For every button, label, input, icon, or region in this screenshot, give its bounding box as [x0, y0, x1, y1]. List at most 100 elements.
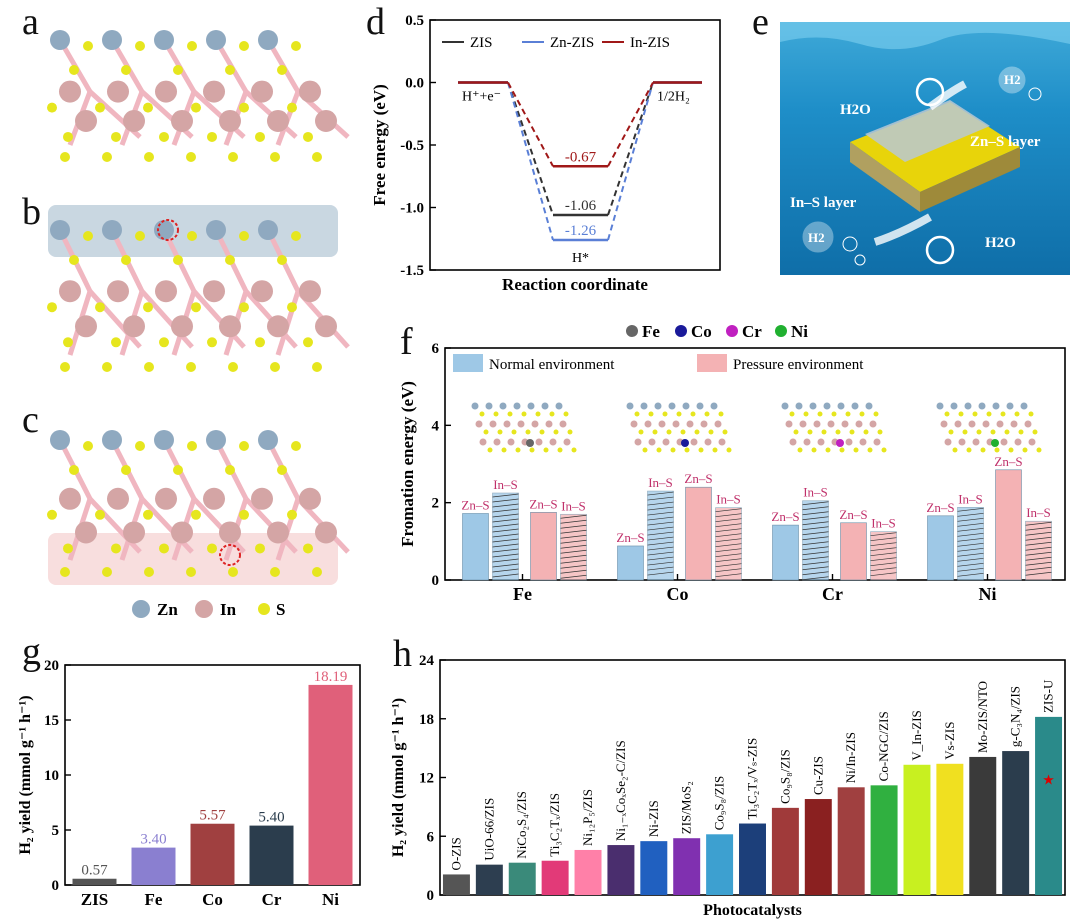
chart-f-hatch [492, 533, 519, 538]
s-atom [207, 543, 217, 554]
chart-f-hatch [715, 548, 742, 553]
in-atom [75, 521, 97, 544]
chart-f-bar [927, 515, 954, 581]
chart-f-bar [647, 490, 674, 581]
s-atom [186, 567, 196, 577]
chart-f-hatch [957, 572, 984, 577]
s-atom [111, 543, 121, 554]
chart-h-bar [442, 874, 470, 895]
h2-yield-dopants-chart: 0 5 10 15 20 H₂ yield (mmol g⁻¹ h⁻¹) 0.57 ZIS 3.… [17, 658, 361, 909]
chart-f-bar [530, 512, 557, 581]
co-atom-icon [675, 325, 687, 337]
chart-f-mini-atom [958, 438, 966, 446]
chart-f-mini-atom [859, 411, 865, 417]
s-atom [303, 543, 313, 554]
chart-f-mini-atom [976, 429, 982, 435]
chart-f-hatch [1025, 566, 1052, 571]
zn-atom [258, 430, 278, 450]
zn-atom [206, 30, 226, 50]
chart-f-mini-atom [479, 438, 487, 446]
s-atom [83, 441, 93, 451]
chart-f-hatch [560, 519, 587, 524]
chart-f-mini-atom [1008, 447, 1014, 453]
chart-f-bar-label: In–S [561, 498, 586, 513]
s-atom [187, 231, 197, 241]
chart-f-mini-atom [954, 420, 962, 428]
s-atom [60, 152, 70, 162]
chart-f-hatch [715, 558, 742, 563]
s-atom [143, 102, 153, 113]
chart-h-ytick-label: 18 [419, 712, 434, 728]
formation-energy-chart: 0 2 4 6 Fromation energy (eV) Fe Zn–S In–S Zn–S I… [398, 341, 1066, 604]
bubble-icon [854, 254, 866, 266]
in-atom [75, 315, 97, 338]
chart-f-mini-atom [503, 420, 511, 428]
chart-f-ytick-label: 0 [432, 573, 440, 589]
s-atom [102, 152, 112, 162]
chart-f-hatch [492, 568, 519, 573]
s-atom [111, 337, 121, 348]
s-atom [228, 567, 238, 577]
water-surface [780, 22, 1070, 50]
chart-f-hatch [560, 549, 587, 554]
bubble-icon [842, 236, 858, 252]
s-atom [83, 41, 93, 51]
chart-g-value-label: 0.57 [81, 863, 108, 879]
chart-f-mini-atom [553, 429, 559, 435]
chart-h-bar-label: UiO-66/ZIS [481, 798, 496, 861]
chart-f-bar-label: In–S [648, 475, 673, 490]
chart-f-hatch [957, 562, 984, 567]
s-atom [69, 465, 79, 475]
chart-d-value-label: -1.06 [565, 198, 597, 214]
chart-h-bar [673, 838, 701, 895]
chart-f-mini-atom [980, 447, 986, 453]
chart-f-dopant-atom [526, 439, 534, 447]
chart-f-bar [870, 531, 897, 581]
chart-f-mini-atom [966, 447, 972, 453]
chart-f-hatch [492, 548, 519, 553]
s-atom [144, 567, 154, 577]
chart-h-bar [706, 834, 734, 895]
chart-h-ytick-label: 24 [419, 653, 435, 669]
chart-h-bar-label: Vs-ZIS [942, 722, 957, 760]
chart-f-hatch [647, 556, 674, 561]
chart-f-bar [802, 500, 829, 581]
chart-d-connector-2 [507, 82, 554, 167]
chart-f-hatch [870, 547, 897, 552]
chart-d-ytick-label: -1.0 [400, 201, 424, 217]
chart-h-bar [903, 764, 931, 895]
s-atom [287, 302, 297, 313]
chart-h-ytick-label: 12 [419, 771, 434, 787]
chart-f-mini-atom [527, 402, 535, 410]
chart-f-mini-atom [640, 402, 648, 410]
chart-f-mini-atom [690, 438, 698, 446]
chart-f-hatch [957, 547, 984, 552]
chart-f-hatch [560, 544, 587, 549]
cr-atom-icon [726, 325, 738, 337]
structure-legend: Zn In S [132, 600, 285, 619]
chart-f-mini-atom [950, 402, 958, 410]
s-atom [239, 102, 249, 113]
bond [192, 497, 246, 554]
chart-f-mini-atom [726, 447, 732, 453]
star-icon: ★ [1042, 774, 1055, 789]
chart-g-bar [72, 878, 117, 885]
fe-atom-icon [626, 325, 638, 337]
crystal-structure-a [47, 30, 350, 162]
chart-f-mini-atom [940, 420, 948, 428]
chart-f-mini-atom [471, 402, 479, 410]
chart-f-mini-atom [789, 411, 795, 417]
chart-f-hatch [957, 537, 984, 542]
chart-f-mini-atom [873, 438, 881, 446]
chart-f-mini-atom [817, 438, 825, 446]
chart-f-mini-atom [831, 411, 837, 417]
chart-h-bar [969, 756, 997, 895]
chart-h-bar-label: ZIS-U [1041, 679, 1056, 713]
chart-f-mini-atom [785, 420, 793, 428]
dopant-co: Co [691, 322, 712, 341]
s-atom [173, 465, 183, 475]
chart-f-mini-atom [666, 429, 672, 435]
chart-f-mini-atom [684, 447, 690, 453]
chart-f-hatch [1025, 571, 1052, 576]
chart-f-mini-atom [662, 411, 668, 417]
